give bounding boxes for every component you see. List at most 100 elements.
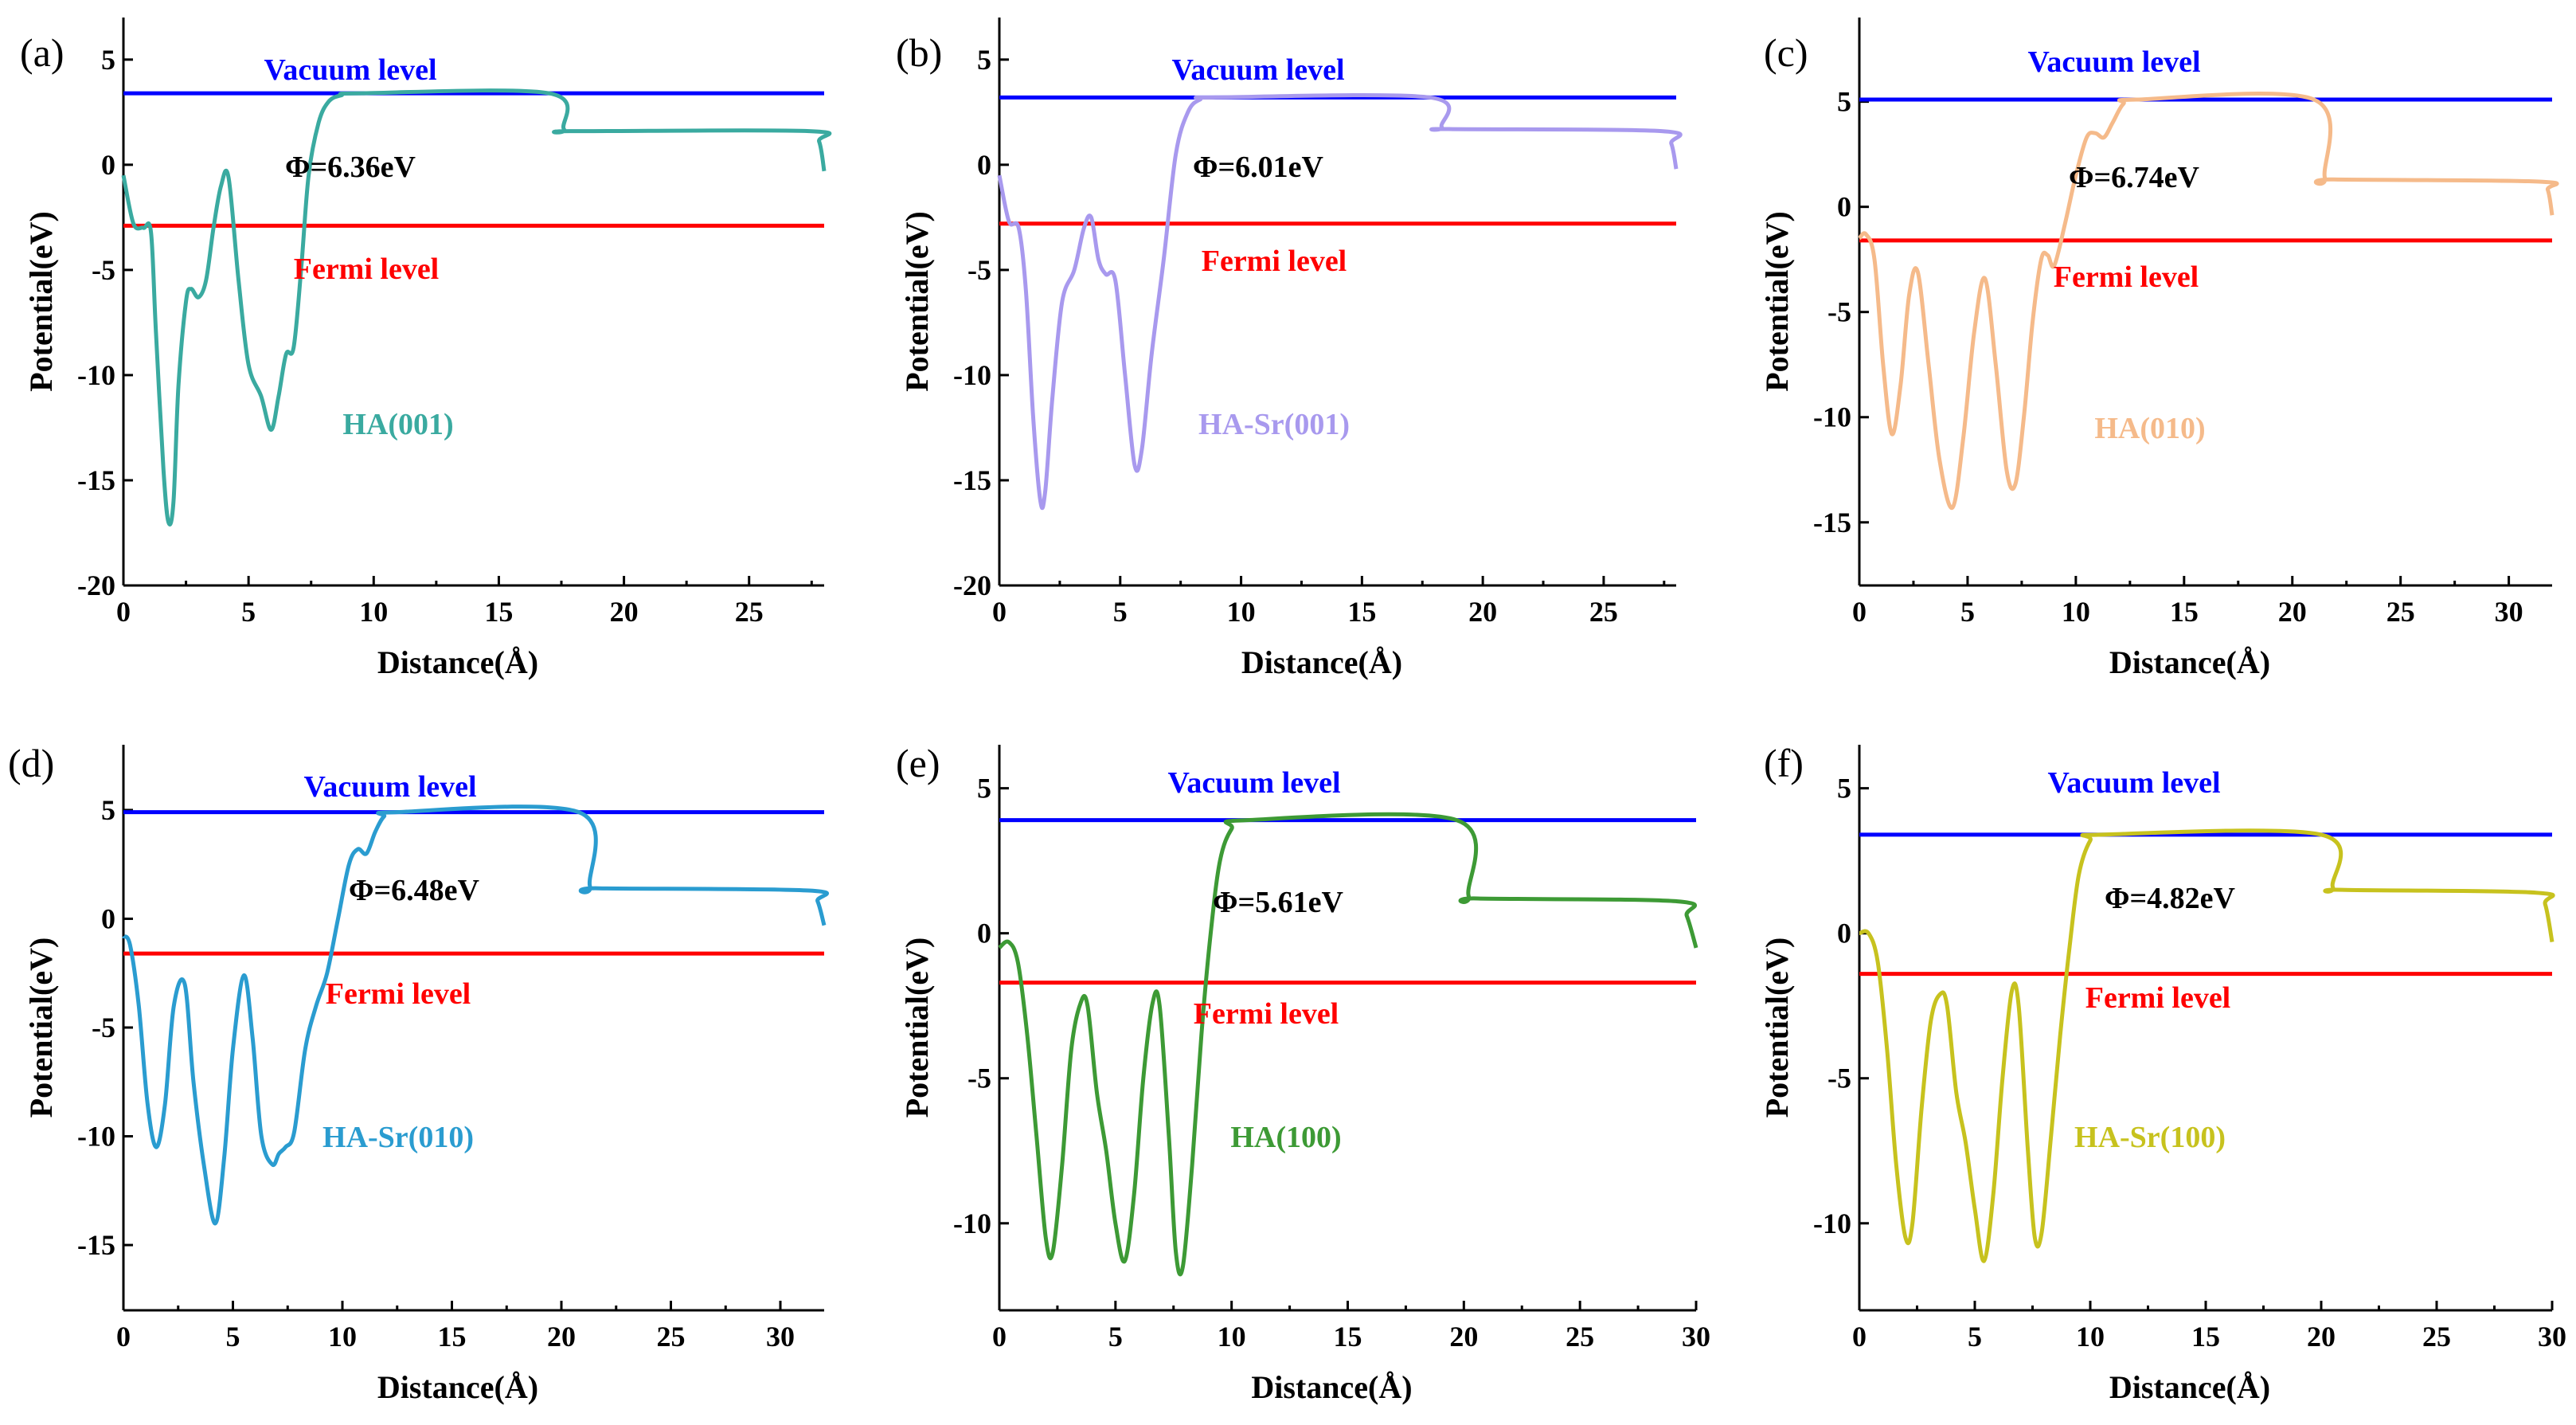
x-tick-label: 20 bbox=[547, 1321, 576, 1353]
x-axis-title: Distance(Å) bbox=[2109, 644, 2270, 680]
y-tick-label: -15 bbox=[953, 464, 991, 496]
y-tick-label: -10 bbox=[1813, 1208, 1851, 1239]
panel-6: 0 5 10 15 20 25 30 -10 -5 0 5 Distance(Å) Potential(… bbox=[1759, 741, 2566, 1405]
work-function-label: Φ=6.74eV bbox=[2069, 161, 2200, 194]
vacuum-level-label: Vacuum level bbox=[2027, 45, 2200, 79]
y-tick-label: 5 bbox=[101, 44, 115, 76]
x-tick-label: 5 bbox=[1960, 596, 1975, 628]
surface-label: HA(001) bbox=[342, 408, 453, 441]
y-tick-label: -15 bbox=[77, 464, 115, 496]
panel-label: (b) bbox=[896, 30, 942, 75]
y-tick-label: 0 bbox=[977, 149, 991, 181]
panel-label: (c) bbox=[1764, 30, 1808, 75]
fermi-level-label: Fermi level bbox=[1194, 997, 1339, 1031]
x-tick-label: 20 bbox=[1468, 596, 1497, 628]
potential-curve bbox=[1859, 828, 2555, 1263]
x-tick-label: 25 bbox=[1589, 596, 1618, 628]
y-axis-title: Potential(eV) bbox=[899, 938, 935, 1118]
fermi-level-label: Fermi level bbox=[326, 977, 471, 1011]
x-tick-label: 10 bbox=[1227, 596, 1256, 628]
x-axis-title: Distance(Å) bbox=[1241, 644, 1402, 680]
y-axis-title: Potential(eV) bbox=[23, 211, 59, 392]
potential-curve bbox=[998, 812, 1698, 1277]
x-tick-label: 15 bbox=[1334, 1321, 1362, 1353]
x-tick-label: 15 bbox=[2170, 596, 2199, 628]
y-tick-label: -10 bbox=[953, 359, 991, 391]
x-tick-label: 0 bbox=[992, 596, 1007, 628]
x-tick-label: 15 bbox=[2191, 1321, 2220, 1353]
surface-label: HA(010) bbox=[2094, 412, 2205, 445]
y-tick-label: -10 bbox=[77, 1121, 115, 1153]
panel-1: 0 5 10 15 20 25 -20 -15 -10 -5 0 5 Distance(Å) Potent… bbox=[20, 18, 832, 680]
x-tick-label: 0 bbox=[116, 596, 131, 628]
panel-2: 0 5 10 15 20 25 -20 -15 -10 -5 0 5 Distance(Å) Potent… bbox=[896, 18, 1683, 680]
y-tick-label: 5 bbox=[977, 773, 991, 804]
x-tick-label: 5 bbox=[1108, 1321, 1123, 1353]
y-tick-label: -15 bbox=[1813, 507, 1851, 538]
y-tick-label: -10 bbox=[1813, 401, 1851, 433]
x-tick-label: 0 bbox=[1852, 596, 1867, 628]
vacuum-level-label: Vacuum level bbox=[1171, 53, 1344, 87]
x-tick-label: 25 bbox=[2422, 1321, 2451, 1353]
x-tick-label: 15 bbox=[484, 596, 513, 628]
x-tick-label: 5 bbox=[1968, 1321, 1982, 1353]
fermi-level-label: Fermi level bbox=[1202, 245, 1347, 278]
y-tick-label: -10 bbox=[953, 1208, 991, 1239]
x-tick-label: 10 bbox=[2076, 1321, 2105, 1353]
potential-curve bbox=[121, 88, 832, 527]
y-tick-label: 0 bbox=[1837, 918, 1851, 949]
surface-label: HA(100) bbox=[1230, 1121, 1341, 1154]
x-tick-label: 25 bbox=[735, 596, 764, 628]
y-tick-label: -20 bbox=[953, 570, 991, 601]
surface-label: HA-Sr(001) bbox=[1198, 408, 1350, 441]
y-tick-label: 5 bbox=[1837, 86, 1851, 118]
potential-curve bbox=[997, 92, 1683, 511]
x-tick-label: 30 bbox=[2495, 596, 2523, 628]
vacuum-level-label: Vacuum level bbox=[2047, 766, 2220, 800]
vacuum-level-label: Vacuum level bbox=[1167, 766, 1340, 800]
surface-label: HA-Sr(010) bbox=[322, 1121, 474, 1154]
work-function-label: Φ=4.82eV bbox=[2105, 882, 2236, 915]
y-tick-label: 0 bbox=[101, 902, 115, 934]
y-tick-label: -5 bbox=[92, 1012, 115, 1043]
y-tick-label: 0 bbox=[977, 918, 991, 949]
y-tick-label: 0 bbox=[1837, 191, 1851, 223]
x-axis-title: Distance(Å) bbox=[2109, 1369, 2270, 1405]
panel-label: (e) bbox=[896, 741, 940, 785]
work-function-label: Φ=5.61eV bbox=[1213, 886, 1344, 919]
work-function-label: Φ=6.01eV bbox=[1193, 151, 1324, 184]
x-tick-label: 10 bbox=[2062, 596, 2090, 628]
y-axis-title: Potential(eV) bbox=[23, 938, 59, 1118]
x-axis-title: Distance(Å) bbox=[1251, 1369, 1412, 1405]
x-tick-label: 5 bbox=[1113, 596, 1128, 628]
x-tick-label: 0 bbox=[1852, 1321, 1867, 1353]
x-tick-label: 15 bbox=[1347, 596, 1376, 628]
y-tick-label: 5 bbox=[101, 794, 115, 826]
work-function-label: Φ=6.36eV bbox=[285, 151, 416, 184]
y-tick-label: 5 bbox=[977, 44, 991, 76]
panel-5: 0 5 10 15 20 25 30 -10 -5 0 5 Distance(Å) Potential(… bbox=[896, 741, 1710, 1405]
x-tick-label: 20 bbox=[1449, 1321, 1478, 1353]
potential-curve bbox=[122, 804, 830, 1226]
fermi-level-label: Fermi level bbox=[294, 253, 440, 286]
x-tick-label: 10 bbox=[328, 1321, 357, 1353]
y-tick-label: 5 bbox=[1837, 773, 1851, 804]
fermi-level-label: Fermi level bbox=[2085, 981, 2231, 1015]
panel-4: 0 5 10 15 20 25 30 -15 -10 -5 0 5 Distance(Å) Potenti… bbox=[8, 741, 830, 1405]
y-tick-label: -5 bbox=[967, 1063, 991, 1094]
panel-label: (a) bbox=[20, 30, 64, 75]
potential-curve bbox=[1858, 92, 2559, 510]
panel-3: 0 5 10 15 20 25 30 -15 -10 -5 0 5 Distance(Å) Potenti… bbox=[1759, 18, 2559, 680]
x-tick-label: 30 bbox=[1682, 1321, 1710, 1353]
work-function-label: Φ=6.48eV bbox=[349, 874, 480, 907]
x-tick-label: 30 bbox=[766, 1321, 795, 1353]
fermi-level-label: Fermi level bbox=[2054, 260, 2199, 294]
x-tick-label: 20 bbox=[2278, 596, 2307, 628]
y-tick-label: -15 bbox=[77, 1229, 115, 1261]
vacuum-level-label: Vacuum level bbox=[303, 770, 476, 804]
y-axis-title: Potential(eV) bbox=[1759, 211, 1795, 392]
x-tick-label: 10 bbox=[1218, 1321, 1246, 1353]
panel-label: (d) bbox=[8, 741, 54, 785]
vacuum-level-label: Vacuum level bbox=[264, 53, 436, 87]
